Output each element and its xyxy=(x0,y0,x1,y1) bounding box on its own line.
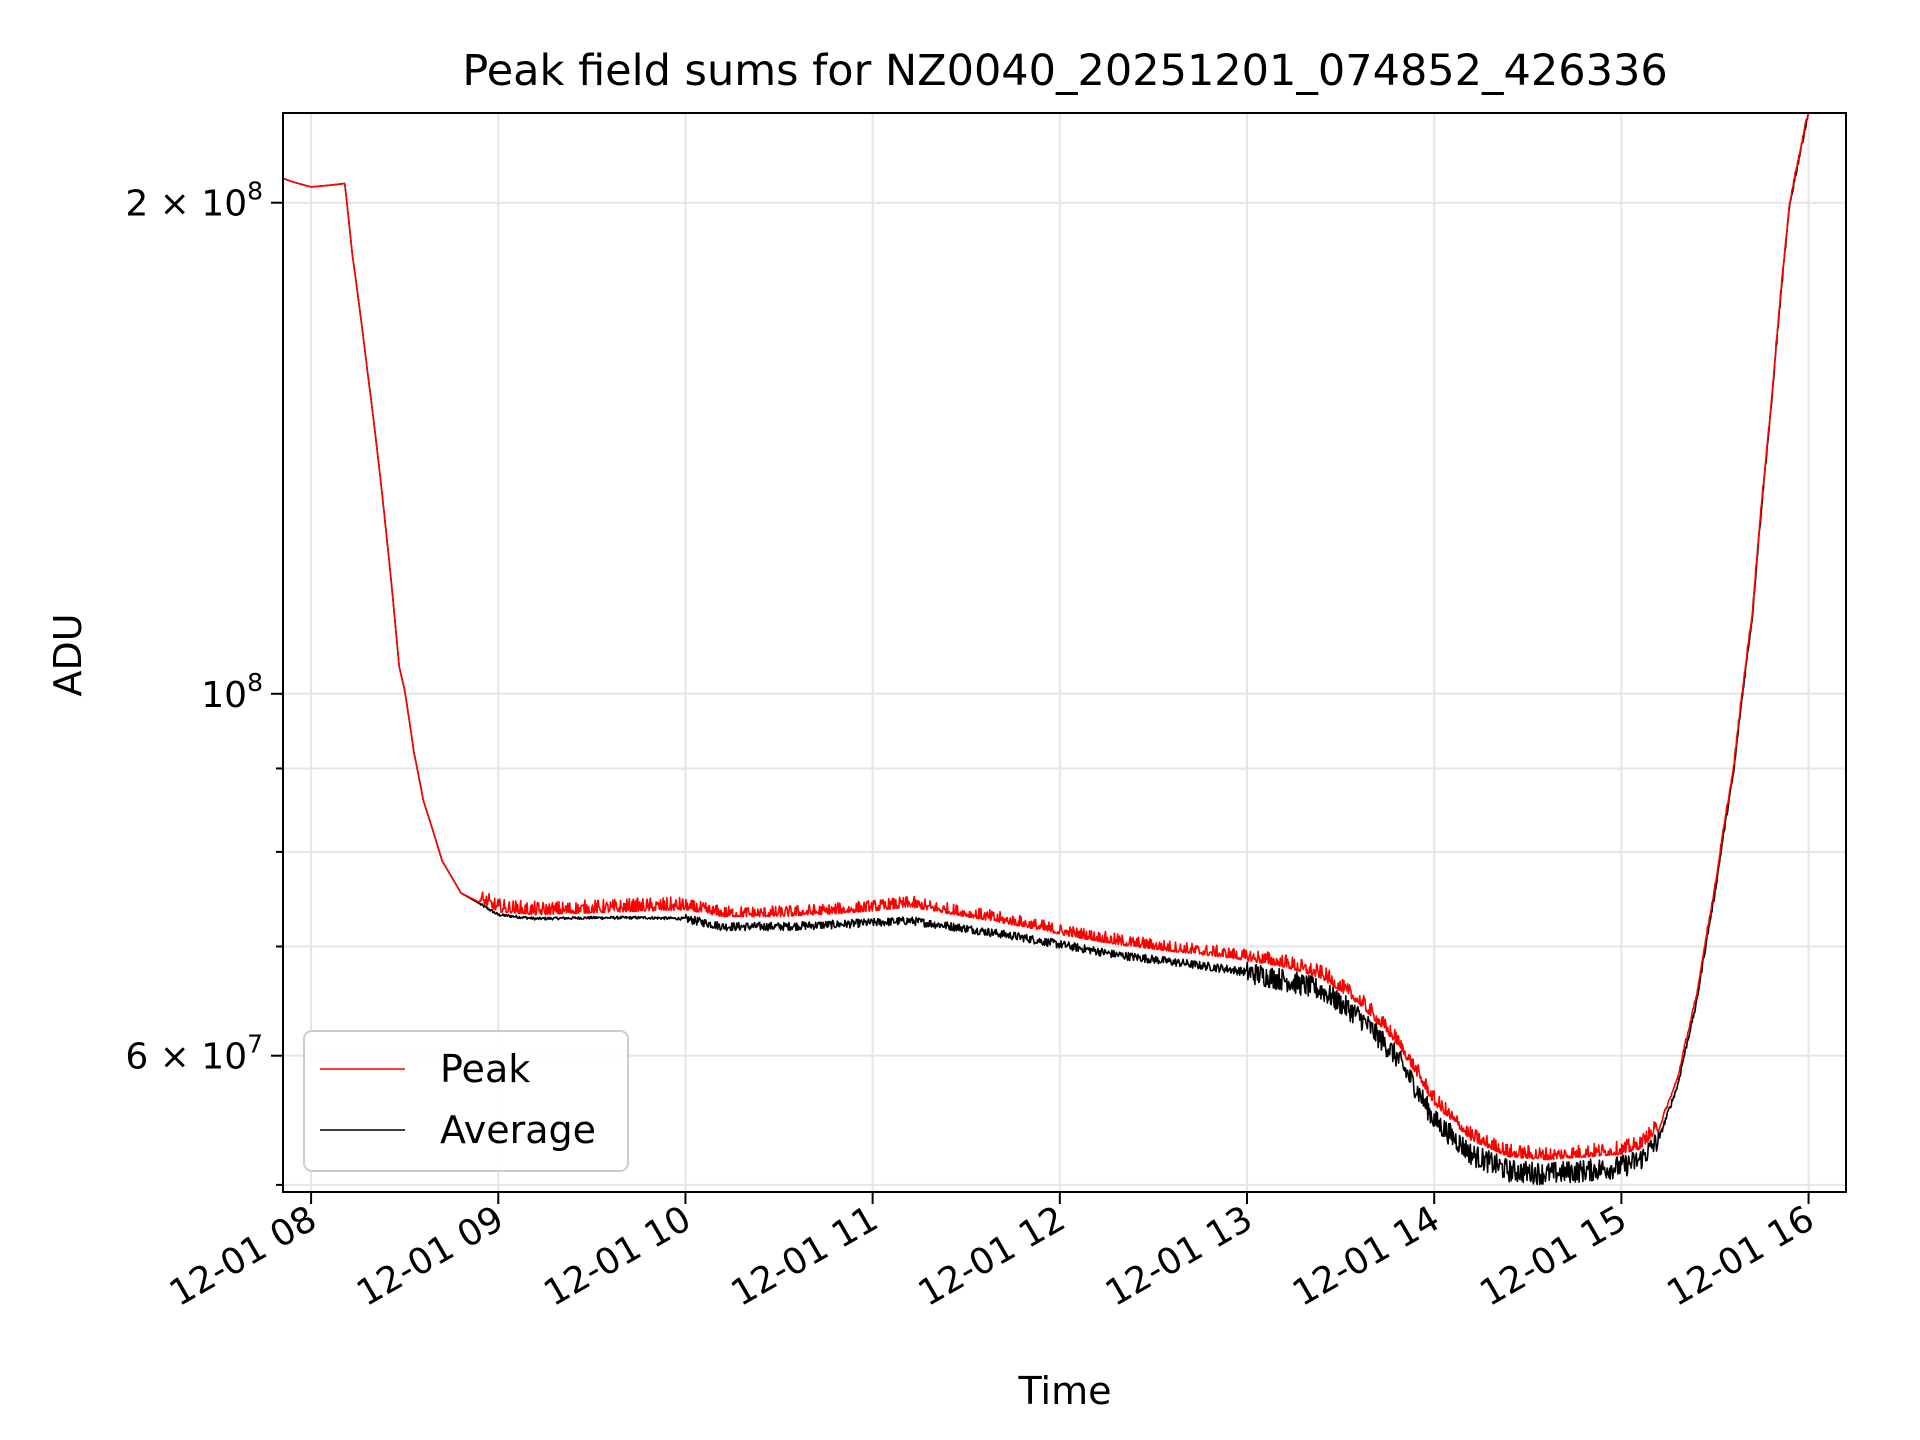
legend-label-peak: Peak xyxy=(440,1047,530,1091)
series-lines xyxy=(282,112,1810,1186)
chart-title: Peak field sums for NZ0040_20251201_0748… xyxy=(462,46,1667,96)
y-axis-label: ADU xyxy=(46,613,90,696)
y-tick-label: 6 × 107 xyxy=(125,1030,263,1078)
x-axis-label: Time xyxy=(1018,1369,1112,1413)
series-line-peak xyxy=(282,112,1810,1161)
plot-frame xyxy=(282,112,1847,1193)
y-axis-ticks: 6 × 107 108 2 × 108 xyxy=(125,177,283,1186)
y-tick-label: 108 xyxy=(201,668,263,716)
legend-label-average: Average xyxy=(440,1108,596,1152)
legend: Peak Average xyxy=(303,1030,629,1172)
series-line-average xyxy=(282,114,1810,1186)
grid xyxy=(283,113,1846,1192)
legend-box xyxy=(303,1030,629,1172)
y-tick-label: 2 × 108 xyxy=(125,177,263,225)
